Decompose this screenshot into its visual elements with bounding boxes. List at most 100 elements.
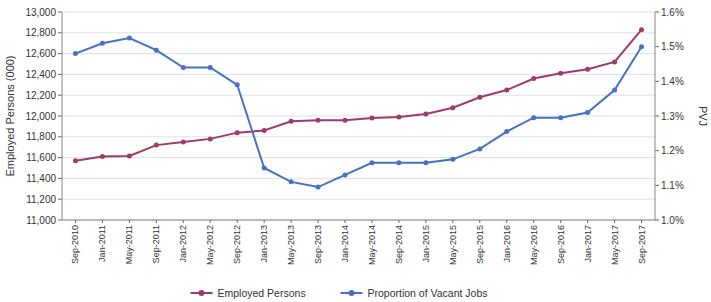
y2-tick-label: 1.4% bbox=[661, 76, 684, 87]
point bbox=[316, 118, 321, 123]
grid-line bbox=[62, 32, 655, 33]
x-tick bbox=[371, 220, 372, 223]
x-tick-label: Jan-2013 bbox=[259, 225, 269, 263]
x-tick bbox=[506, 220, 507, 223]
y2-tick bbox=[655, 12, 659, 13]
x-tick-label: Jan-2015 bbox=[421, 225, 431, 263]
y-tick-label: 11,000 bbox=[26, 215, 56, 226]
x-tick bbox=[587, 220, 588, 223]
series-line bbox=[75, 38, 641, 187]
legend: Employed Persons Proportion of Vacant Job… bbox=[191, 287, 488, 299]
grid-line bbox=[62, 220, 655, 221]
x-tick-label: Sep-2012 bbox=[232, 225, 242, 264]
y-tick-label: 12,400 bbox=[25, 69, 56, 80]
legend-marker bbox=[199, 290, 205, 296]
point bbox=[208, 136, 213, 141]
legend-marker bbox=[349, 290, 355, 296]
y2-axis-label: PVJ bbox=[697, 106, 709, 126]
x-tick bbox=[237, 220, 238, 223]
legend-label: Employed Persons bbox=[218, 287, 306, 299]
y-tick-label: 12,000 bbox=[25, 111, 56, 122]
point bbox=[100, 41, 105, 46]
point bbox=[612, 59, 617, 64]
y-tick bbox=[58, 32, 62, 33]
chart: 11,00011,20011,40011,60011,80012,00012,2… bbox=[0, 0, 711, 302]
y-tick-label: 13,000 bbox=[25, 7, 56, 18]
point bbox=[531, 76, 536, 81]
x-tick-label: Jan-2016 bbox=[502, 225, 512, 263]
point bbox=[316, 185, 321, 190]
grid-line bbox=[62, 157, 655, 158]
x-tick-label: Jan-2011 bbox=[97, 225, 107, 262]
y2-tick bbox=[655, 81, 659, 82]
y-tick bbox=[58, 199, 62, 200]
y-tick bbox=[58, 136, 62, 137]
point bbox=[612, 88, 617, 93]
y-tick bbox=[58, 53, 62, 54]
point bbox=[181, 140, 186, 145]
legend-label: Proportion of Vacant Jobs bbox=[368, 287, 488, 299]
point bbox=[100, 154, 105, 159]
y-tick bbox=[58, 74, 62, 75]
x-tick-label: Sep-2014 bbox=[394, 225, 404, 264]
x-tick bbox=[425, 220, 426, 223]
x-tick bbox=[345, 220, 346, 223]
grid-line bbox=[62, 12, 655, 13]
point bbox=[73, 158, 78, 163]
point bbox=[477, 95, 482, 100]
y-axis-label: Employed Persons (000) bbox=[4, 55, 16, 176]
x-tick bbox=[264, 220, 265, 223]
point bbox=[289, 179, 294, 184]
y-axis bbox=[62, 12, 63, 220]
point bbox=[585, 110, 590, 115]
point bbox=[369, 116, 374, 121]
y2-tick bbox=[655, 116, 659, 117]
x-tick-label: Sep-2013 bbox=[313, 225, 323, 264]
grid bbox=[62, 12, 655, 220]
y2-tick-label: 1.3% bbox=[661, 111, 684, 122]
y2-tick-label: 1.1% bbox=[661, 180, 684, 191]
y2-tick bbox=[655, 150, 659, 151]
x-tick-label: Sep-2015 bbox=[475, 225, 485, 264]
point bbox=[181, 65, 186, 70]
point bbox=[289, 119, 294, 124]
x-tick-label: May-2015 bbox=[448, 225, 458, 265]
point bbox=[127, 36, 132, 41]
point bbox=[558, 115, 563, 120]
point bbox=[585, 67, 590, 72]
point bbox=[531, 115, 536, 120]
x-tick bbox=[398, 220, 399, 223]
grid-line bbox=[62, 199, 655, 200]
point bbox=[208, 65, 213, 70]
point bbox=[235, 82, 240, 87]
x-tick-label: Sep-2011 bbox=[151, 225, 161, 263]
grid-line bbox=[62, 74, 655, 75]
y2-tick-label: 1.2% bbox=[661, 145, 684, 156]
point bbox=[235, 130, 240, 135]
point bbox=[73, 51, 78, 56]
y-tick bbox=[58, 116, 62, 117]
x-tick-label: May-2013 bbox=[286, 225, 296, 265]
x-tick-label: May-2014 bbox=[367, 225, 377, 265]
point bbox=[450, 157, 455, 162]
grid-line bbox=[62, 95, 655, 96]
x-tick bbox=[210, 220, 211, 223]
x-tick-label: May-2017 bbox=[610, 225, 620, 265]
x-tick-label: May-2016 bbox=[529, 225, 539, 265]
y-tick-label: 12,200 bbox=[25, 90, 56, 101]
y2-tick bbox=[655, 46, 659, 47]
point bbox=[423, 160, 428, 165]
point bbox=[504, 129, 509, 134]
y-tick-label: 11,400 bbox=[26, 173, 56, 184]
point bbox=[369, 160, 374, 165]
series bbox=[73, 27, 644, 163]
y2-tick-label: 1.5% bbox=[661, 41, 684, 52]
y-tick-label: 11,600 bbox=[26, 152, 56, 163]
point bbox=[343, 172, 348, 177]
x-tick bbox=[641, 220, 642, 223]
x-tick bbox=[614, 220, 615, 223]
point bbox=[450, 105, 455, 110]
x-tick bbox=[318, 220, 319, 223]
point bbox=[262, 166, 267, 171]
y2-tick bbox=[655, 185, 659, 186]
